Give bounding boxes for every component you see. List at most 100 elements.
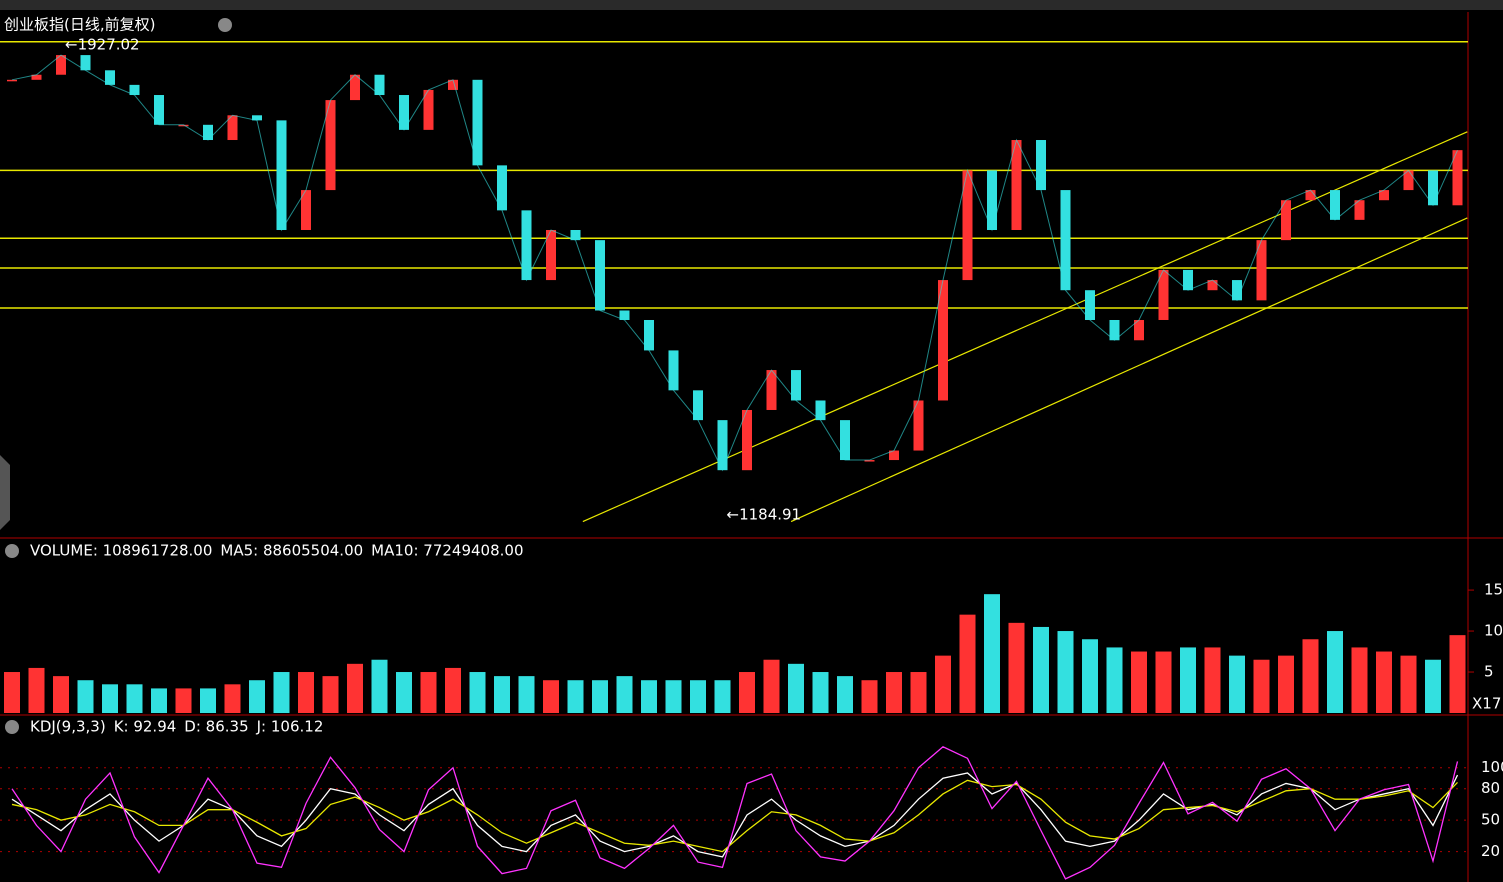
volume-bar: [347, 663, 363, 713]
volume-bar: [763, 659, 780, 713]
price-candle: [766, 370, 777, 410]
volume-bar: [151, 688, 167, 713]
price-candle: [1060, 190, 1071, 291]
trend-line: [790, 217, 1468, 523]
volume-bar: [298, 672, 314, 713]
volume-bar: [126, 684, 143, 713]
price-candle: [252, 115, 262, 121]
price-candle: [7, 79, 17, 82]
volume-bar: [445, 667, 461, 713]
volume-bar: [494, 676, 510, 713]
volume-bar: [518, 676, 535, 713]
volume-bar: [1131, 651, 1147, 713]
volume-bar: [1425, 659, 1441, 713]
volume-bar: [1327, 631, 1343, 713]
panel-toggle[interactable]: [5, 544, 19, 558]
price-candle: [1232, 280, 1242, 301]
price-candle: [962, 170, 973, 281]
price-candle: [717, 420, 728, 471]
price-candle: [840, 420, 850, 461]
volume-bar: [984, 594, 1000, 713]
legend-entry: MA5: 88605504.00: [220, 542, 363, 560]
price-candle: [1379, 190, 1389, 201]
legend-entry: VOLUME: 108961728.00: [30, 542, 212, 560]
legend-entry: MA10: 77249408.00: [371, 542, 523, 560]
price-candle: [546, 230, 556, 281]
volume-bar: [28, 667, 45, 713]
price-candle: [1354, 200, 1365, 220]
price-candle: [644, 319, 654, 351]
price-candle: [1281, 200, 1291, 241]
price-annotation: ←1184.91: [727, 506, 802, 524]
volume-bar: [665, 680, 682, 713]
legend-entry: J: 106.12: [256, 718, 324, 736]
volume-bar: [959, 614, 976, 713]
price-candle: [864, 460, 875, 462]
volume-bar: [861, 680, 878, 713]
volume-bar: [935, 655, 951, 713]
volume-bar: [1180, 647, 1196, 713]
price-candle: [1134, 319, 1144, 341]
price-candle: [129, 84, 140, 96]
volume-bar: [396, 672, 412, 713]
panel-toggle[interactable]: [218, 18, 232, 32]
volume-bar: [1376, 651, 1392, 713]
price-candle: [570, 230, 581, 241]
volume-bar: [1253, 659, 1270, 713]
volume-bar: [886, 672, 902, 713]
side-handle[interactable]: [0, 455, 10, 530]
volume-bar: [1057, 631, 1074, 713]
volume-bar: [812, 672, 829, 713]
price-candle: [448, 79, 458, 90]
price-candle: [203, 124, 213, 141]
volume-bar: [910, 672, 927, 713]
price-line: [11, 54, 1458, 472]
trend-line: [582, 131, 1468, 523]
price-candle: [668, 350, 679, 391]
price-candle: [1256, 240, 1267, 301]
y-tick-label: 15: [1484, 581, 1503, 599]
price-candle: [1403, 170, 1414, 191]
price-annotation: ←1927.02: [65, 35, 140, 53]
price-candle: [1452, 150, 1463, 206]
price-candle: [1207, 280, 1218, 291]
price-candle: [1158, 269, 1169, 320]
volume-bar: [1204, 647, 1221, 713]
volume-bar: [1082, 639, 1098, 713]
price-candle: [472, 79, 483, 166]
volume-bar: [273, 672, 290, 713]
price-candle: [987, 170, 997, 231]
price-candle: [301, 190, 311, 231]
volume-bar: [837, 676, 853, 713]
price-candle: [178, 124, 189, 127]
price-candle: [1428, 170, 1438, 206]
volume-bar: [469, 672, 486, 713]
volume-bar: [224, 684, 241, 713]
legend-entry: D: 86.35: [184, 718, 248, 736]
volume-bar: [175, 688, 192, 713]
y-tick-label: 10: [1484, 622, 1503, 640]
volume-bar: [4, 672, 20, 713]
price-candle: [350, 74, 360, 101]
price-candle: [913, 400, 924, 451]
toolbar[interactable]: [0, 0, 1503, 10]
volume-bar: [1008, 622, 1025, 713]
volume-bar: [543, 680, 559, 713]
price-candle: [595, 240, 605, 311]
volume-bar: [616, 676, 633, 713]
y-tick-label: 50: [1481, 811, 1500, 829]
price-candle: [1011, 140, 1022, 231]
y-tick-label: 5: [1484, 663, 1494, 681]
volume-bar: [592, 680, 608, 713]
volume-bar: [1106, 647, 1123, 713]
price-candle: [742, 409, 752, 471]
panel-toggle[interactable]: [5, 720, 19, 734]
volume-bar: [1229, 655, 1245, 713]
y-tick-label: 20: [1481, 842, 1500, 860]
chart-title: 创业板指(日线,前复权): [4, 16, 155, 34]
volume-bar: [714, 680, 731, 713]
price-candle: [1109, 319, 1120, 341]
volume-bar: [371, 659, 388, 713]
